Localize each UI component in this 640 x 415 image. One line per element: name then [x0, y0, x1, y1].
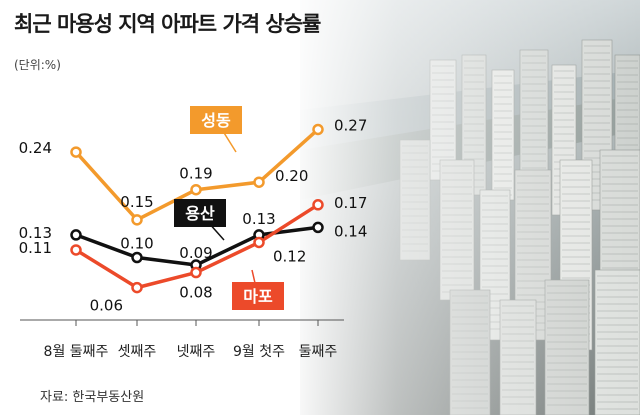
series-name-label: 용산 — [185, 204, 215, 223]
data-label: 0.10 — [120, 235, 153, 253]
data-label: 0.20 — [275, 167, 308, 185]
data-label: 0.19 — [179, 165, 212, 183]
series-point — [253, 176, 265, 188]
x-tick-label: 9월 첫주 — [233, 344, 285, 360]
series-name-label: 성동 — [201, 111, 231, 130]
series-name-label: 마포 — [243, 287, 273, 306]
x-tick-label: 셋째주 — [118, 344, 157, 360]
data-label: 0.06 — [90, 297, 123, 315]
data-label: 0.27 — [334, 116, 367, 134]
x-axis-ticks — [75, 320, 319, 326]
series-point — [312, 221, 324, 234]
x-tick-label: 둘째주 — [299, 344, 338, 360]
x-tick-label: 8월 둘째주 — [44, 344, 109, 360]
series-point — [131, 251, 143, 264]
source-note: 자료: 한국부동산원 — [40, 390, 145, 405]
data-label: 0.08 — [179, 284, 212, 302]
data-label: 0.17 — [334, 194, 367, 212]
data-label: 0.13 — [242, 210, 275, 228]
data-label: 0.11 — [19, 239, 52, 257]
data-label: 0.13 — [19, 224, 52, 242]
data-label: 0.14 — [334, 222, 367, 240]
data-label: 0.12 — [273, 247, 306, 265]
series-point — [253, 236, 265, 249]
series-point — [131, 281, 143, 294]
data-label: 0.15 — [120, 193, 153, 211]
x-axis-tick-labels: 8월 둘째주 셋째주 넷째주 9월 첫주 둘째주 — [44, 344, 338, 360]
data-label: 0.24 — [19, 139, 52, 157]
data-label: 0.09 — [179, 244, 212, 262]
series-point — [131, 214, 143, 226]
series-point — [190, 183, 202, 196]
series-points — [70, 123, 324, 294]
series-point — [70, 229, 82, 241]
series-tag-box — [174, 199, 226, 227]
series-point — [190, 266, 202, 279]
series-tag-box — [190, 106, 242, 134]
data-labels: 0.24 0.15 0.19 0.20 0.27 0.13 0.10 0.09 0.13 0.14… — [19, 116, 368, 314]
x-tick-label: 넷째주 — [177, 344, 216, 360]
unit-note: (단위:%) — [14, 58, 61, 72]
series-point — [312, 199, 324, 211]
series-point — [70, 244, 82, 256]
chart-title: 최근 마용성 지역 아파트 가격 상승률 — [14, 12, 321, 36]
series-tag-box — [232, 282, 284, 310]
series-point — [312, 123, 324, 136]
series-point — [70, 146, 82, 158]
